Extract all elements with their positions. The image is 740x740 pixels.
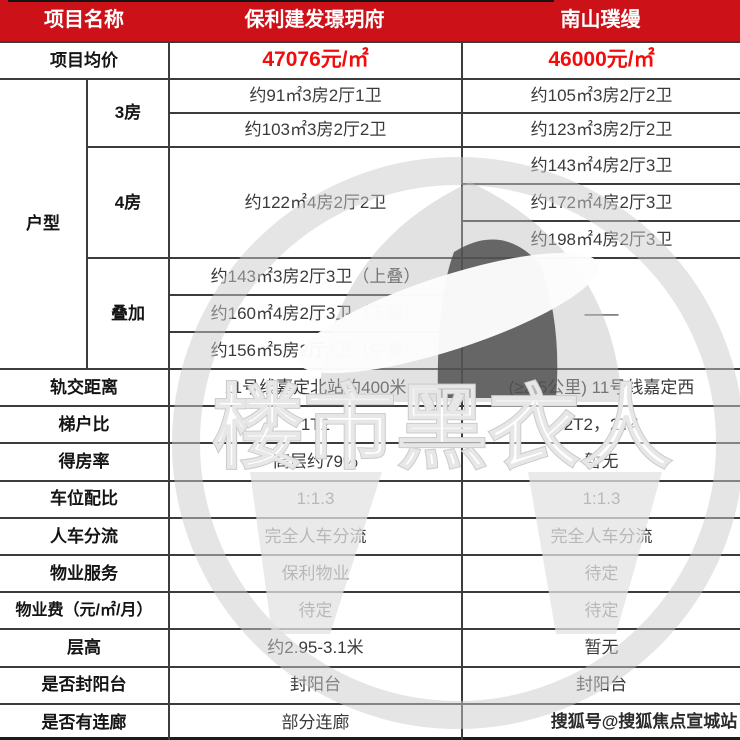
unit-cell: 约105㎡3房2厅2卫 [461,78,740,112]
row-value-project2: 1:1.3 [461,479,740,517]
unit-cell: 约160㎡4房2厅3卫（下叠） [168,294,461,331]
header-project-name-label: 项目名称 [0,0,168,41]
unit-cell: 约122㎡4房2厅2卫 [168,146,461,257]
header-project2-name: 南山璞缦 [461,0,740,41]
unit-cell: 约143㎡3房2厅3卫（上叠） [168,257,461,294]
top-edge-strip [8,0,554,2]
row-value-project2: 暂无 [461,628,740,666]
row-label: 物业服务 [0,553,168,591]
row-value-project2: 暂无 [461,442,740,480]
row-value-project2: 完全人车分流 [461,516,740,554]
row-value-project2: 待定 [461,591,740,629]
row-value-project2: 待定 [461,553,740,592]
row-value-project1: 部分连廊 [168,702,461,740]
row-label: 层高 [0,628,168,665]
row-value-project1: 约2.95-3.1米 [168,628,461,666]
row-value-project2: 2T2，2T4 [461,405,740,443]
row-value-project1: 1:1.3 [168,479,461,517]
row-value-project1: 高层约79% [168,442,461,480]
unit-cell: 约198㎡4房2厅3卫 [461,220,740,257]
row-value-project2 [461,702,740,740]
row-label: 轨交距离 [0,368,168,405]
row-label: 车位配比 [0,479,168,517]
unit-cell: 约123㎡3房2厅2卫 [461,112,740,146]
unit-group-3bed-label: 3房 [86,78,168,146]
unit-cell: 约172㎡4房2厅3卫 [461,183,740,220]
unit-cell: 约91㎡3房2厅1卫 [168,78,461,112]
row-value-project1: 封阳台 [168,665,461,703]
row-label: 是否封阳台 [0,665,168,703]
row-value-project2: 封阳台 [461,665,740,703]
row-value-project1: 待定 [168,591,461,629]
unit-cell: 约156㎡5房2厅2卫（中叠） [168,331,461,368]
unit-group-stacked-label: 叠加 [86,257,168,368]
row-label-unit-type: 户型 [0,78,86,368]
row-label: 物业费（元/㎡/月） [0,591,168,628]
unit-cell-none: —— [461,257,740,368]
row-label: 人车分流 [0,516,168,554]
unit-cell: 约103㎡3房2厅2卫 [168,112,461,146]
price-project2: 46000元/㎡ [461,41,740,78]
row-label-average-price: 项目均价 [0,41,168,78]
row-value-project1: 1T2 [168,405,461,443]
row-value-project2: (≥2.5公里) 11号线嘉定西 [461,368,740,406]
row-label: 梯户比 [0,405,168,442]
header-project1-name: 保利建发璟玥府 [168,0,461,41]
row-value-project1: 完全人车分流 [168,516,461,554]
unit-cell: 约143㎡4房2厅3卫 [461,146,740,183]
row-value-project1: 保利物业 [168,553,461,592]
row-value-project1: 11号线嘉定北站约400米 [168,368,461,406]
row-label: 是否有连廊 [0,702,168,740]
row-label: 得房率 [0,442,168,479]
price-project1: 47076元/㎡ [168,41,461,78]
unit-group-4bed-label: 4房 [86,146,168,257]
